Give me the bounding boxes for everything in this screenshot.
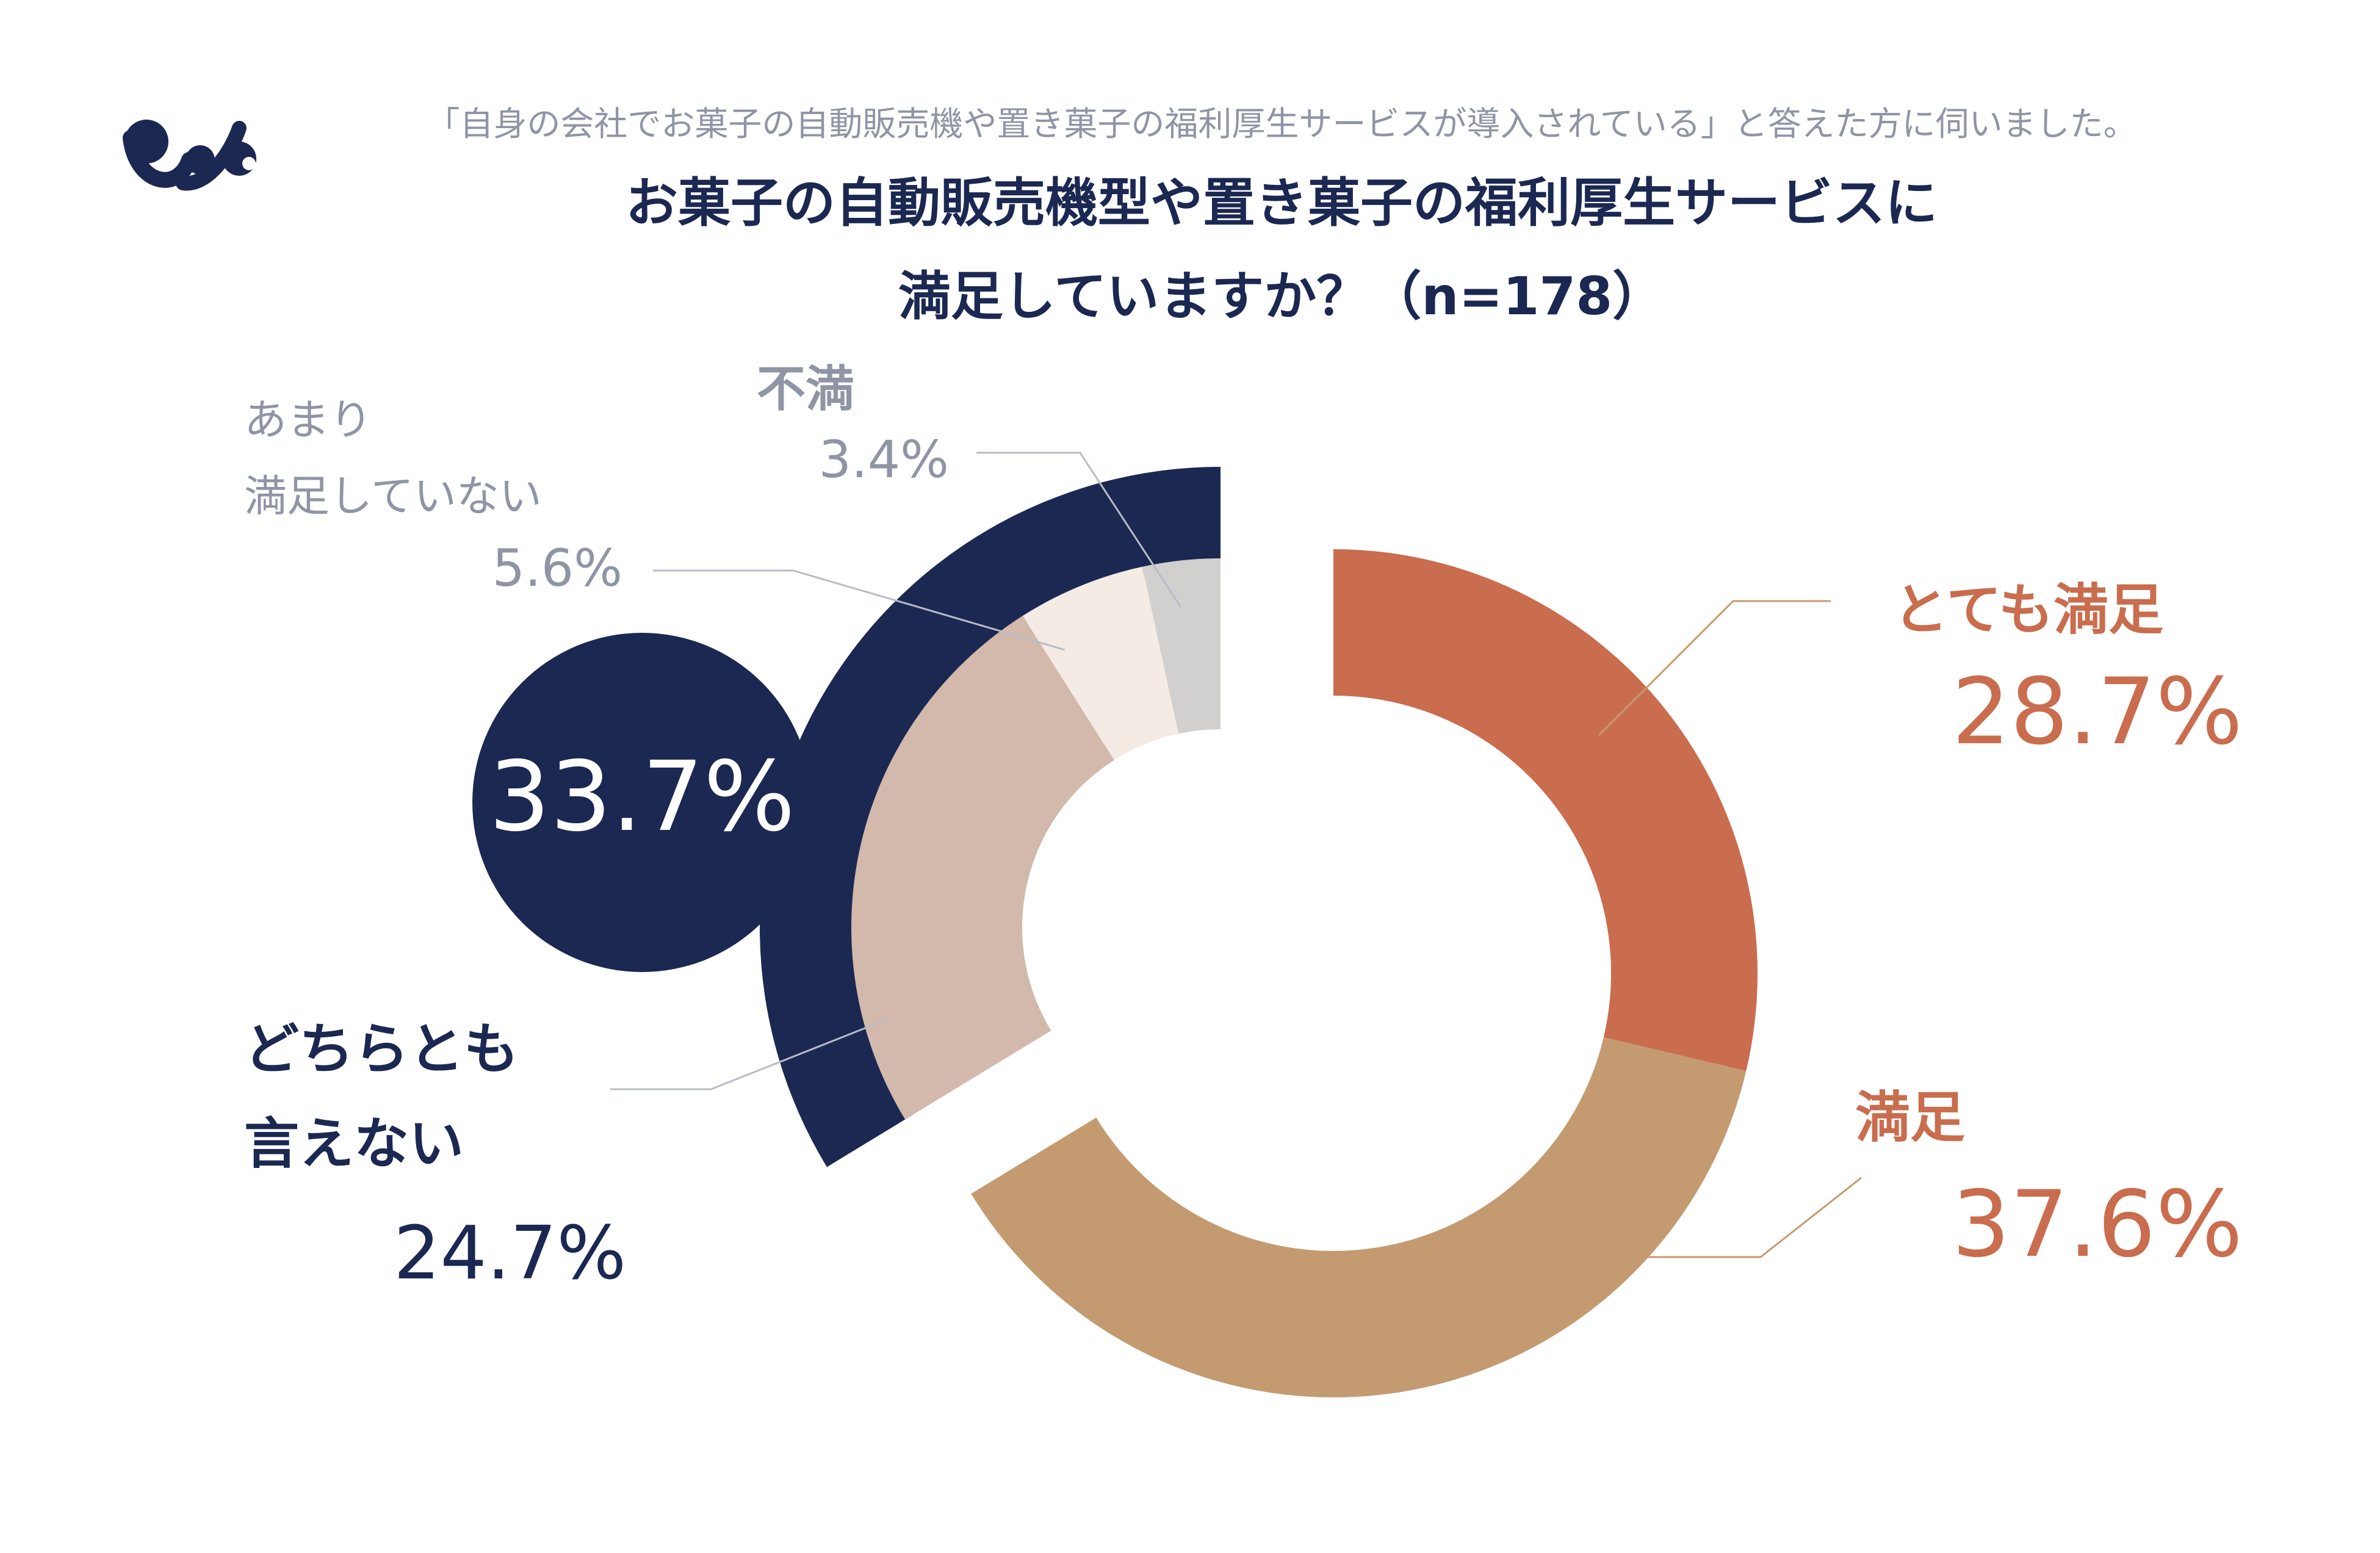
slices <box>851 549 1758 1397</box>
brand-logo-icon <box>123 120 256 191</box>
leader-lines <box>610 452 1862 1258</box>
category-label: あまり <box>244 395 372 445</box>
category-label: どちらとも <box>244 1017 519 1081</box>
category-label: 満足 <box>1855 1086 1965 1150</box>
leader-line <box>653 569 1066 651</box>
value-label: 3.4% <box>819 430 949 489</box>
group-ring <box>760 467 1221 1167</box>
group-total-bubble <box>472 633 812 972</box>
value-label: 24.7% <box>394 1211 626 1296</box>
leader-line <box>1556 1176 1862 1258</box>
chart-texts: 「自身の会社でお菓子の自動販売機や置き菓子の福利厚生サービスが導入されている」と… <box>244 104 2243 1296</box>
value-label: 5.6% <box>492 538 622 598</box>
category-label: 言えない <box>244 1112 464 1176</box>
leader-line <box>1598 600 1831 737</box>
slice-somewhat-dissatisfied <box>1022 566 1179 760</box>
category-label: 不満 <box>757 361 854 417</box>
group-total-label: 33.7% <box>489 741 795 853</box>
slice-satisfied <box>971 1037 1747 1397</box>
leader-line <box>610 1018 889 1090</box>
slice-dissatisfied <box>1142 558 1221 734</box>
chart-title-line2: 満足していますか？（n=178） <box>898 266 1665 327</box>
chart-subtitle: 「自身の会社でお菓子の自動販売機や置き菓子の福利厚生サービスが導入されている」と… <box>426 104 2137 143</box>
category-label: 満足していない <box>244 471 542 521</box>
chart-title-line1: お菓子の自動販売機型や置き菓子の福利厚生サービスに <box>626 173 1938 234</box>
slice-neutral <box>851 616 1114 1120</box>
slice-very-satisfied <box>1333 549 1758 1072</box>
leader-line <box>976 452 1182 608</box>
category-label: とても満足 <box>1893 578 2163 642</box>
value-label: 28.7% <box>1952 659 2243 765</box>
group-total-area <box>472 467 1221 1167</box>
value-label: 37.6% <box>1952 1172 2243 1278</box>
